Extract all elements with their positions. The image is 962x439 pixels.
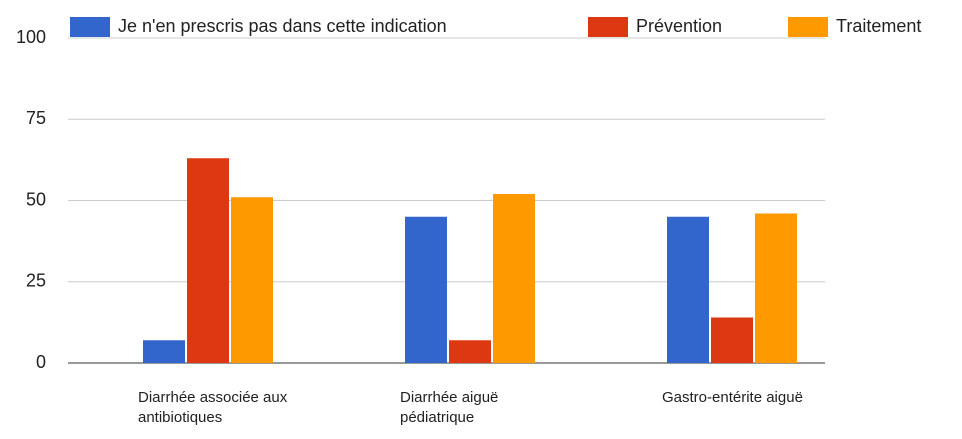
bar (493, 194, 535, 363)
bar (231, 197, 273, 363)
bar (755, 213, 797, 363)
legend-label: Prévention (636, 16, 722, 36)
x-tick-label: Diarrhée associée aux antibiotiques (138, 389, 288, 426)
y-tick-label: 100 (16, 27, 46, 47)
legend-label: Traitement (836, 16, 921, 36)
bar (449, 340, 491, 363)
x-tick-label: Diarrhée aiguë pédiatrique (400, 389, 499, 426)
bar (405, 216, 447, 363)
bar (187, 158, 229, 363)
bar (711, 317, 753, 363)
y-tick-label: 75 (26, 108, 46, 128)
y-tick-label: 25 (26, 271, 46, 291)
legend-swatch (70, 17, 110, 37)
legend-swatch (588, 17, 628, 37)
x-tick-label: Gastro-entérite aiguë (662, 389, 803, 406)
y-tick-label: 50 (26, 189, 46, 209)
legend-label: Je n'en prescris pas dans cette indicati… (118, 16, 447, 36)
bar (667, 216, 709, 363)
bar (143, 340, 185, 363)
y-tick-label: 0 (36, 352, 46, 372)
legend-swatch (788, 17, 828, 37)
